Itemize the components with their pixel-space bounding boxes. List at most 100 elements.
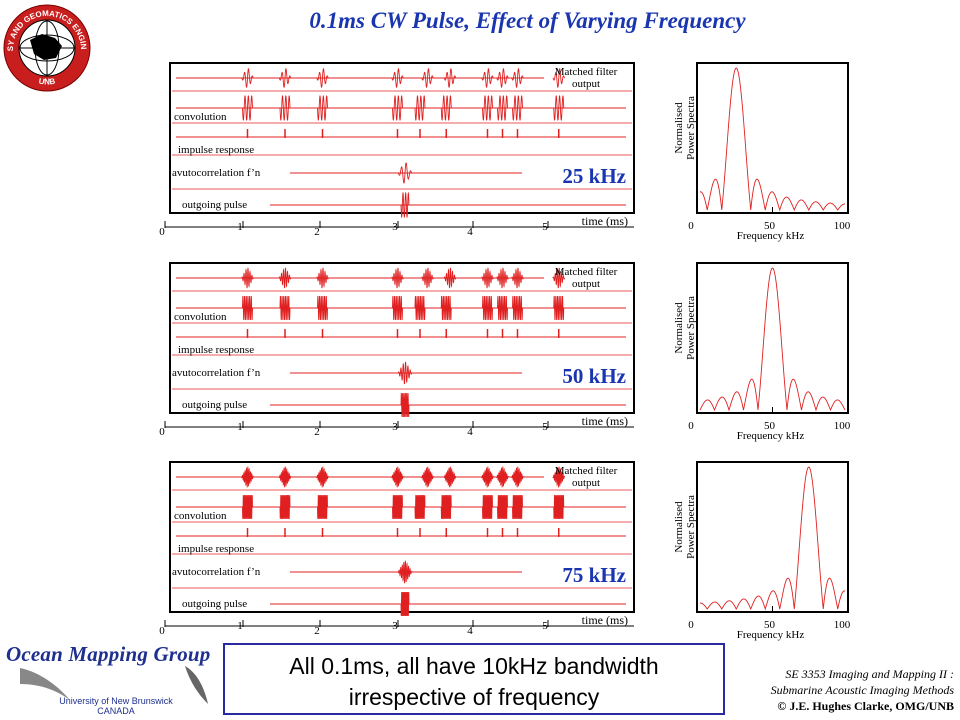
matched-filter-burst [511, 267, 524, 289]
logo-ring-text-bottom: UNB [38, 77, 56, 87]
label-impulse-response: impulse response [178, 144, 254, 156]
label-matched-filter-output: output [572, 78, 600, 90]
convolution-burst [414, 494, 426, 520]
group-name: Ocean Mapping Group [6, 642, 211, 666]
time-tick-label: 1 [237, 421, 243, 433]
outgoing-pulse-burst [400, 191, 410, 219]
summary-line-1: All 0.1ms, all have 10kHz bandwidth [289, 653, 659, 679]
convolution-burst [440, 295, 452, 321]
matched-filter-burst [496, 68, 509, 88]
matched-filter-burst [278, 68, 292, 88]
label-impulse-response: impulse response [178, 543, 254, 555]
convolution-burst [553, 494, 565, 520]
matched-filter-burst [496, 267, 509, 289]
matched-filter-burst [481, 68, 494, 88]
convolution-burst [512, 295, 523, 321]
convolution-burst [497, 95, 508, 121]
convolution-burst [482, 95, 493, 121]
convolution-burst [414, 95, 426, 121]
convolution-burst [279, 295, 291, 321]
time-tick-label: 2 [314, 625, 320, 637]
convolution-burst [242, 95, 253, 121]
convolution-burst [497, 295, 508, 321]
label-outgoing-pulse: outgoing pulse [182, 598, 247, 610]
matched-filter-burst [391, 267, 404, 289]
convolution-burst [440, 95, 452, 121]
frequency-label: 75 kHz [562, 563, 626, 587]
matched-filter-burst [278, 267, 292, 289]
time-axis-label: time (ms) [582, 414, 628, 428]
matched-filter-burst [511, 466, 524, 488]
convolution-burst [553, 95, 565, 121]
matched-filter-burst [316, 267, 329, 289]
time-tick-label: 3 [392, 620, 398, 632]
spectrum-curve [699, 466, 846, 611]
time-tick-label: 0 [159, 426, 165, 438]
spectrum-tick-label: 100 [834, 619, 851, 631]
outgoing-pulse-burst [400, 392, 410, 418]
spectrum-tick-label: 100 [834, 220, 851, 232]
spectrum-ylabel-2: Power Spectra [685, 296, 697, 360]
course-credit: SE 3353 Imaging and Mapping II : Submari… [771, 666, 954, 714]
convolution-burst [392, 95, 403, 121]
label-outgoing-pulse: outgoing pulse [182, 199, 247, 211]
matched-filter-burst [443, 466, 457, 488]
outgoing-pulse-burst [400, 591, 410, 617]
label-matched-filter-output: output [572, 477, 600, 489]
spectrum-ylabel-1: Normalised [673, 501, 685, 553]
spectrum-tick-label: 50 [764, 420, 776, 432]
matched-filter-burst [552, 466, 566, 488]
unb-logo: GEODESY AND GEOMATICS ENGINEERING UNB [0, 0, 91, 92]
convolution-burst [512, 95, 523, 121]
convolution-burst [392, 494, 403, 520]
autocorrelation-burst [397, 162, 413, 184]
label-autocorrelation: avutocorrelation f’n [172, 367, 261, 379]
spectrum-curve [699, 267, 846, 412]
convolution-burst [317, 95, 328, 121]
spectrum-xlabel: Frequency kHz [737, 430, 805, 442]
label-impulse-response: impulse response [178, 344, 254, 356]
matched-filter-burst [443, 68, 457, 88]
matched-filter-burst [481, 267, 494, 289]
matched-filter-burst [391, 466, 404, 488]
convolution-burst [482, 295, 493, 321]
label-matched-filter: Matched filter [555, 465, 618, 477]
time-tick-label: 0 [159, 226, 165, 238]
spectrum-ylabel-1: Normalised [673, 302, 685, 354]
matched-filter-burst [511, 68, 524, 88]
time-axis-label: time (ms) [582, 613, 628, 627]
course-line-3: © J.E. Hughes Clarke, OMG/UNB [777, 699, 954, 713]
convolution-burst [242, 295, 253, 321]
convolution-burst [440, 494, 452, 520]
spectrum-tick-label: 100 [834, 420, 851, 432]
matched-filter-burst [316, 466, 329, 488]
omg-logo: Ocean Mapping Group University of New Br… [6, 642, 211, 716]
matched-filter-burst [316, 68, 329, 88]
label-convolution: convolution [174, 510, 227, 522]
matched-filter-burst [241, 68, 254, 88]
spectrum-tick-label: 0 [688, 619, 694, 631]
spectrum-tick-label: 0 [688, 220, 694, 232]
matched-filter-burst [421, 267, 434, 289]
label-matched-filter: Matched filter [555, 66, 618, 78]
matched-filter-burst [241, 466, 254, 488]
trace-panel-frame [169, 62, 635, 214]
time-tick-label: 3 [392, 421, 398, 433]
time-tick-label: 2 [314, 426, 320, 438]
trace-panel-frame [169, 461, 635, 613]
convolution-burst [553, 295, 565, 321]
label-convolution: convolution [174, 111, 227, 123]
convolution-burst [414, 295, 426, 321]
matched-filter-burst [552, 68, 565, 88]
summary-line-2: irrespective of frequency [348, 684, 600, 710]
time-tick-label: 2 [314, 226, 320, 238]
spectrum-panel-frame [696, 262, 849, 414]
spectrum-ylabel-1: Normalised [673, 102, 685, 154]
matched-filter-burst [391, 68, 404, 88]
time-tick-label: 5 [542, 221, 548, 233]
time-tick-label: 0 [159, 625, 165, 637]
spectrum-ylabel-2: Power Spectra [685, 96, 697, 160]
